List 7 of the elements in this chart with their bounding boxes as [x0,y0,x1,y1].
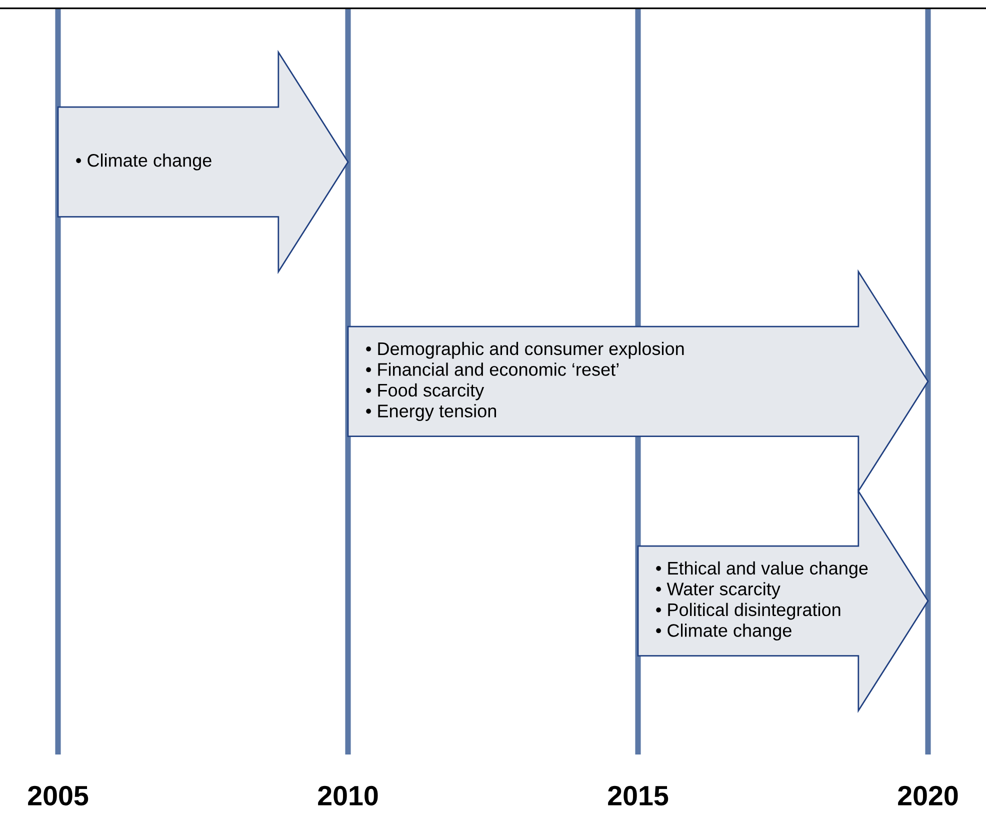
y-tick-label: • Ethical and value change • Water scarcity • Political disintegration • Climate change [656,561,868,640]
y-tick-label: • Demographic and consumer explosion • Financial and economic ‘reset’ • Food scarcity • Energy tension [366,342,684,421]
x-tick-label: 2020 [898,786,958,806]
x-tick-label: 2015 [608,786,668,806]
y-tick-label: • Climate change [76,154,212,170]
x-tick-label: 2010 [318,786,378,806]
x-tick-label: 2005 [28,786,88,806]
